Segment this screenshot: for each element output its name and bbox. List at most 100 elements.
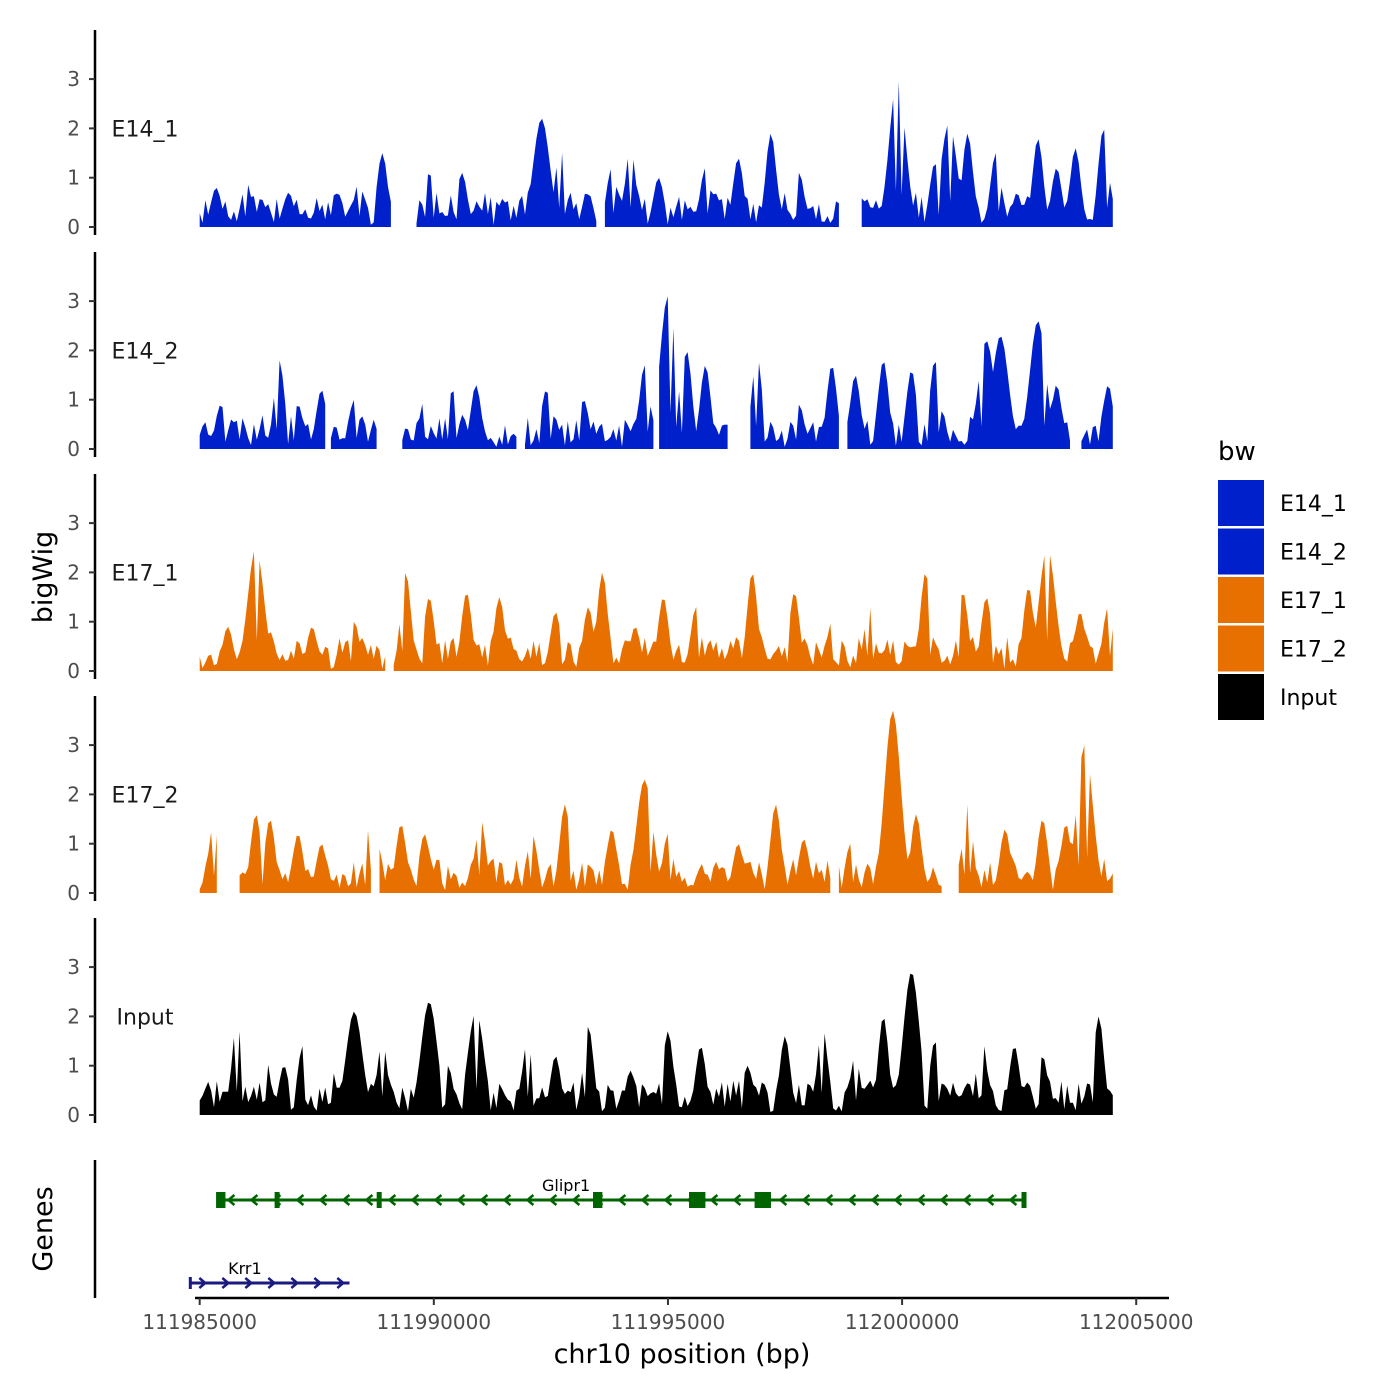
strand-arrow — [939, 1194, 949, 1206]
legend-key — [1218, 480, 1264, 526]
gene-exon — [216, 1192, 226, 1208]
legend-entry-label: E17_1 — [1280, 589, 1347, 614]
strand-arrow — [640, 1194, 650, 1206]
y-tick-label: 0 — [67, 881, 80, 905]
coverage-area — [1081, 386, 1113, 449]
strand-arrow — [571, 1194, 581, 1206]
gene-exon — [593, 1192, 603, 1208]
y-tick-label: 1 — [67, 832, 80, 856]
strand-arrow — [548, 1194, 558, 1206]
legend-key — [1218, 625, 1264, 672]
legend-key — [1218, 674, 1264, 720]
gene-exon — [689, 1192, 706, 1208]
strand-arrow — [732, 1194, 742, 1206]
track-label: E14_2 — [112, 339, 179, 364]
y-tick-label: 2 — [67, 560, 80, 584]
y-tick-label: 3 — [67, 511, 80, 535]
strand-arrow — [617, 1194, 627, 1206]
y-tick-label: 0 — [67, 659, 80, 683]
coverage-area — [847, 321, 1070, 449]
track-label: E17_2 — [112, 783, 179, 808]
y-tick-label: 3 — [67, 955, 80, 979]
y-tick-label: 1 — [67, 388, 80, 412]
strand-arrow — [364, 1194, 374, 1206]
coverage-area — [838, 710, 942, 893]
x-axis-title: chr10 position (bp) — [554, 1339, 811, 1370]
strand-arrow — [778, 1194, 788, 1206]
coverage-area — [199, 153, 391, 227]
coverage-area — [525, 365, 654, 449]
y-tick-label: 3 — [67, 733, 80, 757]
strand-arrow — [433, 1194, 443, 1206]
y-tick-label: 3 — [67, 289, 80, 313]
y-tick-label: 3 — [67, 67, 80, 91]
gene-exon — [754, 1192, 771, 1208]
coverage-area — [330, 399, 377, 449]
strand-arrow — [267, 1277, 277, 1289]
strand-arrow — [985, 1194, 995, 1206]
strand-arrow — [295, 1194, 305, 1206]
strand-arrow — [226, 1194, 236, 1206]
strand-arrow — [387, 1194, 397, 1206]
strand-arrow — [663, 1194, 673, 1206]
coverage-area — [199, 360, 326, 449]
strand-arrow — [502, 1194, 512, 1206]
strand-arrow — [244, 1277, 254, 1289]
x-tick-label: 112005000 — [1079, 1310, 1194, 1334]
legend-entry-label: E17_2 — [1280, 638, 1347, 663]
y-tick-label: 1 — [67, 166, 80, 190]
strand-arrow — [221, 1277, 231, 1289]
y-axis-title: bigWig — [28, 531, 59, 624]
legend-key — [1218, 577, 1264, 623]
coverage-area — [416, 118, 597, 227]
strand-arrow — [318, 1194, 328, 1206]
strand-arrow — [249, 1194, 259, 1206]
coverage-area — [393, 555, 1113, 671]
y-tick-label: 2 — [67, 782, 80, 806]
y-tick-label: 0 — [67, 437, 80, 461]
strand-arrow — [893, 1194, 903, 1206]
coverage-area — [861, 81, 1113, 227]
strand-arrow — [847, 1194, 857, 1206]
strand-arrow — [198, 1277, 208, 1289]
x-tick-label: 111995000 — [611, 1310, 726, 1334]
strand-arrow — [290, 1277, 300, 1289]
coverage-area — [402, 385, 517, 449]
x-tick-label: 111990000 — [377, 1310, 492, 1334]
strand-arrow — [313, 1277, 323, 1289]
strand-arrow — [341, 1194, 351, 1206]
coverage-area — [199, 973, 1113, 1115]
legend-entry-label: E14_1 — [1280, 492, 1347, 517]
gene-exon — [376, 1192, 382, 1208]
strand-arrow — [824, 1194, 834, 1206]
legend-entry-label: Input — [1280, 686, 1337, 711]
strand-arrow — [525, 1194, 535, 1206]
gene-track: Genes Glipr1 Krr1 — [28, 1160, 1027, 1298]
coverage-area — [604, 133, 839, 227]
gene-exon — [274, 1192, 280, 1208]
y-tick-label: 1 — [67, 610, 80, 634]
coverage-area — [750, 362, 839, 449]
track-label: E17_1 — [112, 561, 179, 586]
strand-arrow — [709, 1194, 719, 1206]
coverage-area — [239, 815, 371, 893]
y-tick-label: 0 — [67, 215, 80, 239]
track-label: E14_1 — [112, 117, 179, 142]
coverage-tracks: 0 1 2 3 E14_1 0 1 2 3 E14_2 0 1 2 3 E17_1 0 1 2 3 E17_2 0 1 2 3… — [67, 30, 1113, 1127]
legend-entry-label: E14_2 — [1280, 541, 1347, 566]
strand-arrow — [916, 1194, 926, 1206]
y-tick-label: 0 — [67, 1103, 80, 1127]
strand-arrow — [1008, 1194, 1018, 1206]
coverage-area — [199, 551, 386, 671]
strand-arrow — [870, 1194, 880, 1206]
coverage-area — [379, 779, 831, 893]
y-tick-label: 2 — [67, 116, 80, 140]
legend-key — [1218, 528, 1264, 575]
x-tick-label: 111985000 — [142, 1310, 257, 1334]
y-tick-label: 1 — [67, 1054, 80, 1078]
gene-exon — [1021, 1192, 1027, 1208]
coverage-area — [659, 296, 728, 449]
gene-label: Glipr1 — [542, 1176, 590, 1195]
x-tick-label: 112000000 — [845, 1310, 960, 1334]
